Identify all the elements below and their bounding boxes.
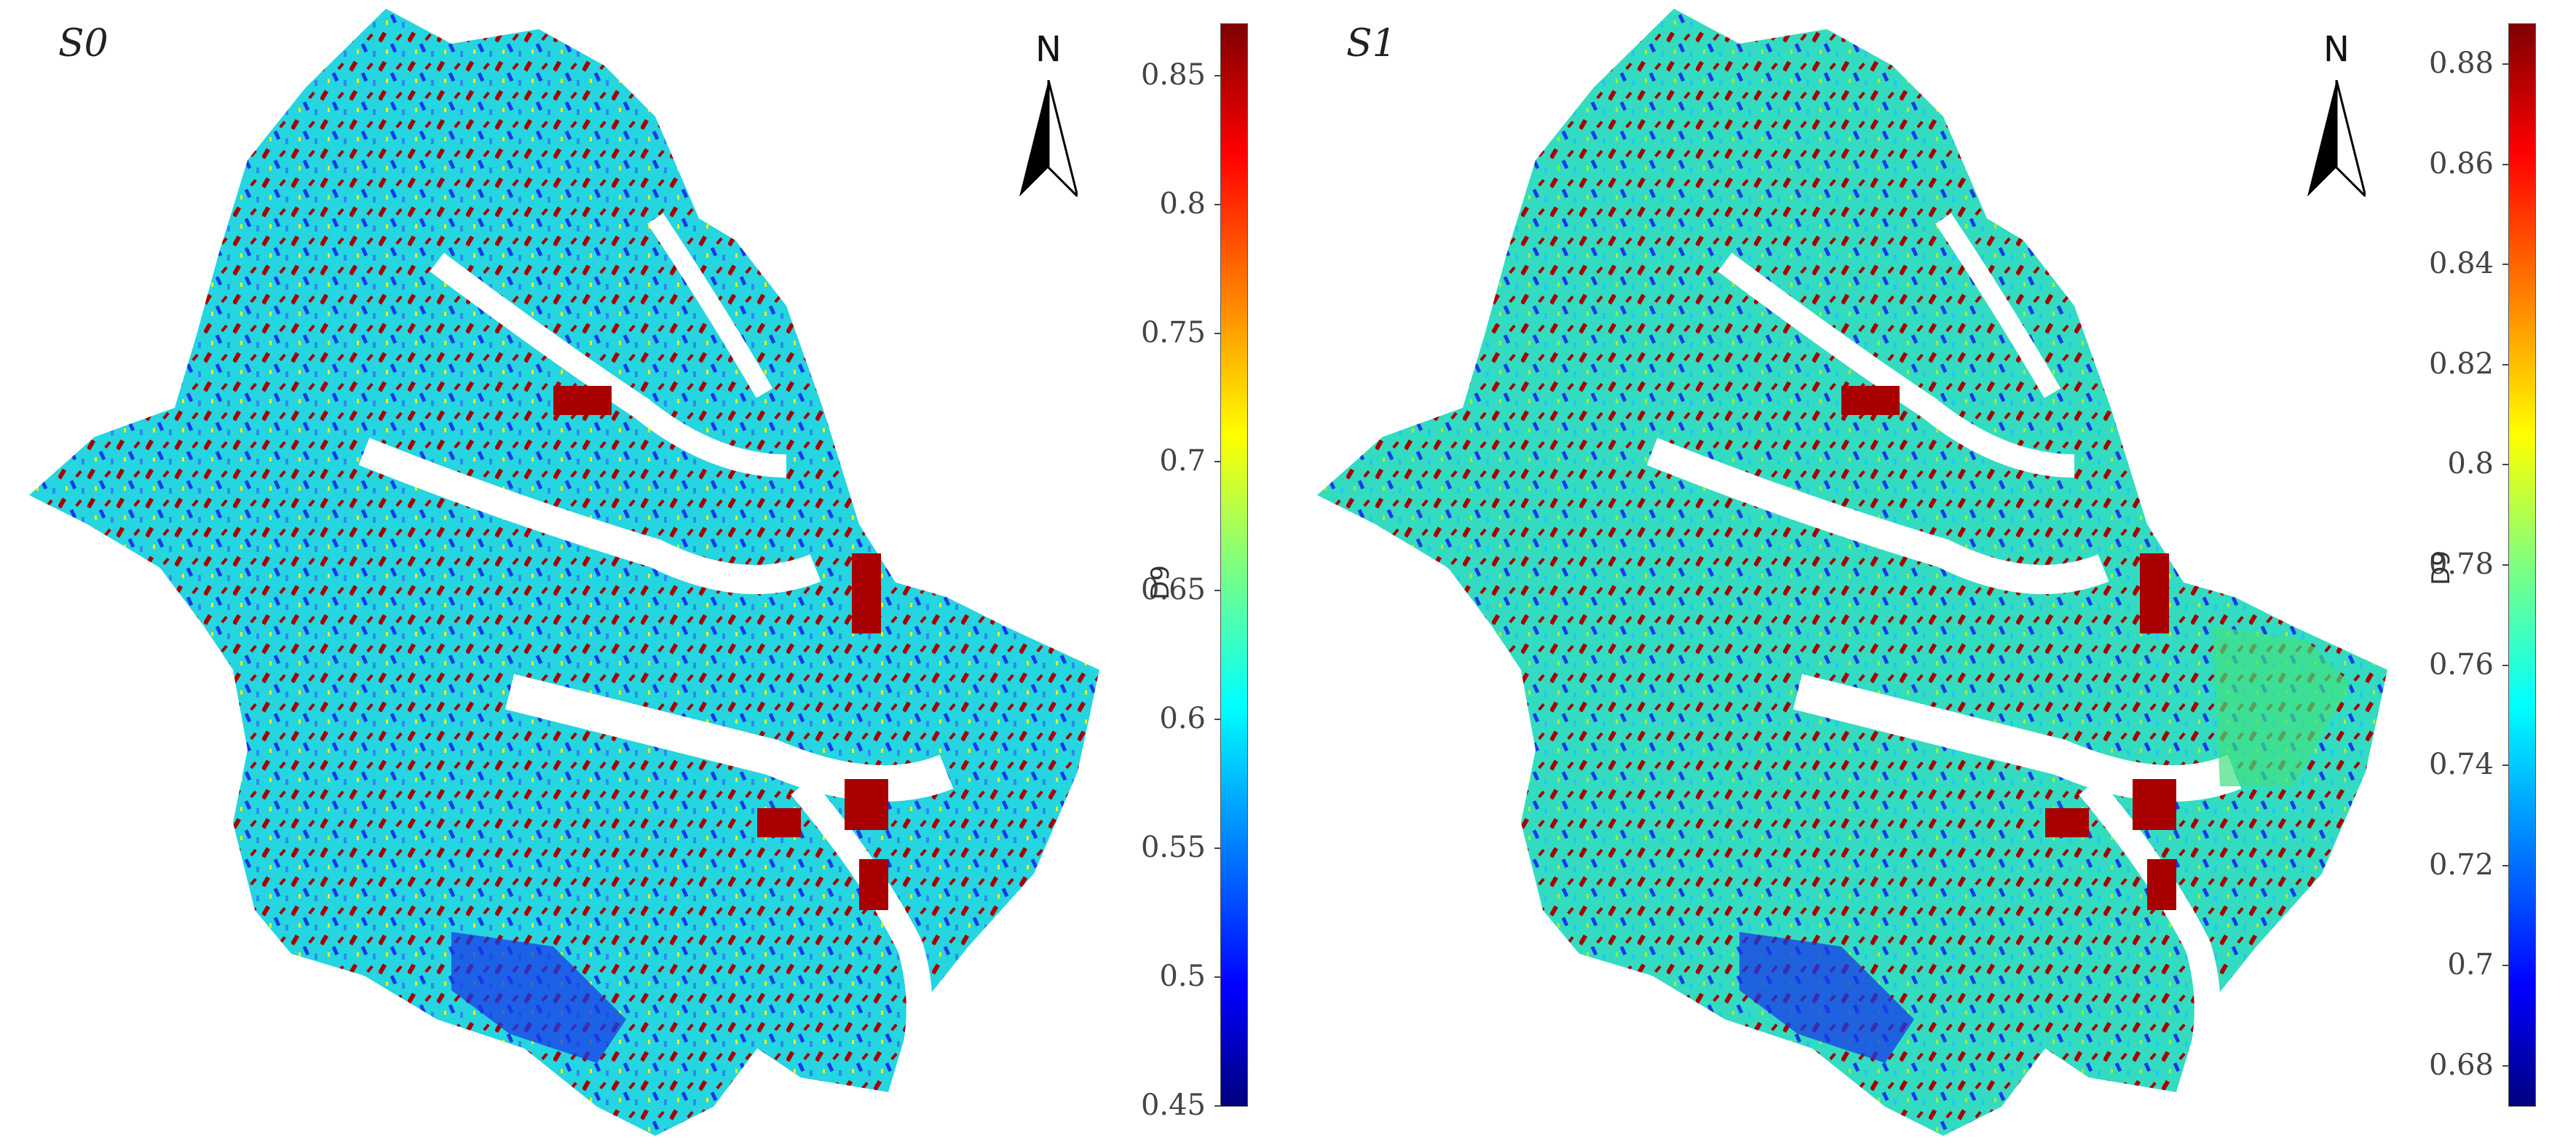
river-channel (1718, 253, 2075, 478)
colorbar-tick-label: 0.45 (1140, 1088, 1206, 1122)
high-patch (553, 386, 612, 415)
high-patch (2133, 779, 2176, 830)
river-channel (358, 438, 821, 594)
high-patch (757, 808, 801, 837)
panel-label-s0: S0 (58, 22, 108, 66)
colorbar-tick-label: 0.84 (2428, 247, 2494, 281)
colorbar-tick-mark (2502, 464, 2508, 466)
colorbar-tick-mark (2502, 63, 2508, 66)
high-patch (2045, 808, 2089, 837)
colorbar-tick-label: 0.6 (1159, 702, 1206, 736)
colorbar-tick-label: 0.68 (2428, 1048, 2494, 1082)
colorbar-tick-label: 0.82 (2428, 347, 2494, 381)
colorbar-tick-label: 0.8 (1159, 186, 1206, 221)
colorbar-tick-mark (1214, 847, 1220, 850)
high-patch (2147, 859, 2176, 910)
north-label: N (1035, 29, 1062, 70)
colorbar-tick-mark (2502, 264, 2508, 266)
green-patch (2213, 626, 2351, 786)
colorbar-tick-label: 0.76 (2428, 647, 2494, 681)
north-arrow-icon (1019, 80, 1078, 197)
colorbar (2508, 23, 2536, 1107)
colorbar-tick-mark (1214, 976, 1220, 979)
river-channel (1935, 213, 2061, 398)
colorbar-tick-mark (2502, 163, 2508, 165)
colorbar-tick-label: 0.7 (1159, 444, 1206, 478)
river-channel (1793, 673, 2242, 802)
colorbar-tick-label: 0.8 (2447, 447, 2494, 481)
high-patch (2140, 553, 2169, 633)
low-patch (1739, 932, 1914, 1063)
colorbar-tick-mark (2502, 1064, 2508, 1067)
north-label: N (2323, 29, 2350, 70)
colorbar-tick-label: 0.72 (2428, 847, 2494, 882)
colorbar-tick-mark (1214, 74, 1220, 76)
panel-label-s1: S1 (1346, 22, 1396, 66)
colorbar-axis-label: D9 (2426, 550, 2456, 585)
high-patch (1841, 386, 1900, 415)
colorbar-tick-mark (1214, 590, 1220, 592)
high-patch (859, 859, 888, 910)
river-channel (647, 213, 773, 398)
colorbar-axis-label: D9 (1145, 565, 1175, 600)
colorbar-tick-mark (2502, 564, 2508, 566)
map-s1 (1317, 9, 2387, 1136)
region-shape-s1 (1317, 9, 2387, 1136)
region-shape-s0 (29, 9, 1099, 1136)
colorbar-tick-label: 0.65 (1140, 573, 1206, 607)
colorbar-tick-mark (1214, 719, 1220, 721)
colorbar-tick-label: 0.5 (1159, 960, 1206, 994)
map-panel-s0: S0 N 0.45 0.5 0.55 0.6 0.65 0.7 0.75 0.8 0.85 D9 (29, 9, 1248, 1136)
river-channel (505, 673, 954, 802)
colorbar-tick-mark (2502, 864, 2508, 866)
colorbar-tick-mark (1214, 203, 1220, 205)
colorbar-tick-label: 0.75 (1140, 315, 1206, 349)
north-arrow: N (1012, 29, 1085, 197)
north-arrow-icon (2307, 80, 2366, 197)
colorbar-tick-label: 0.74 (2428, 748, 2494, 782)
high-patch (845, 779, 888, 830)
high-patch (852, 553, 881, 633)
colorbar-tick-mark (1214, 332, 1220, 334)
north-arrow: N (2300, 29, 2373, 197)
colorbar-tick-mark (2502, 965, 2508, 967)
low-patch (451, 932, 626, 1063)
river-channel (791, 778, 933, 1097)
colorbar-tick-mark (2502, 363, 2508, 365)
colorbar-tick-label: 0.88 (2428, 47, 2494, 81)
river-channel (2079, 778, 2221, 1097)
colorbar-tick-label: 0.55 (1140, 831, 1206, 865)
colorbar-tick-mark (1214, 461, 1220, 463)
colorbar-tick-mark (2502, 664, 2508, 666)
map-s0 (29, 9, 1099, 1136)
colorbar-tick-label: 0.85 (1140, 58, 1206, 92)
colorbar-tick-label: 0.86 (2428, 146, 2494, 181)
river-channel (1646, 438, 2109, 594)
colorbar-tick-label: 0.7 (2447, 948, 2494, 982)
colorbar (1220, 23, 1248, 1107)
colorbar-tick-mark (1214, 1105, 1220, 1107)
colorbar-tick-mark (2502, 764, 2508, 767)
map-panel-s1: S1 N 0.68 0.7 0.72 0.74 0.76 0.78 0.8 0.82 0.84 0… (1288, 0, 2576, 1146)
river-channel (430, 253, 787, 478)
colorbar-tick-label: 0.78 (2428, 548, 2494, 581)
